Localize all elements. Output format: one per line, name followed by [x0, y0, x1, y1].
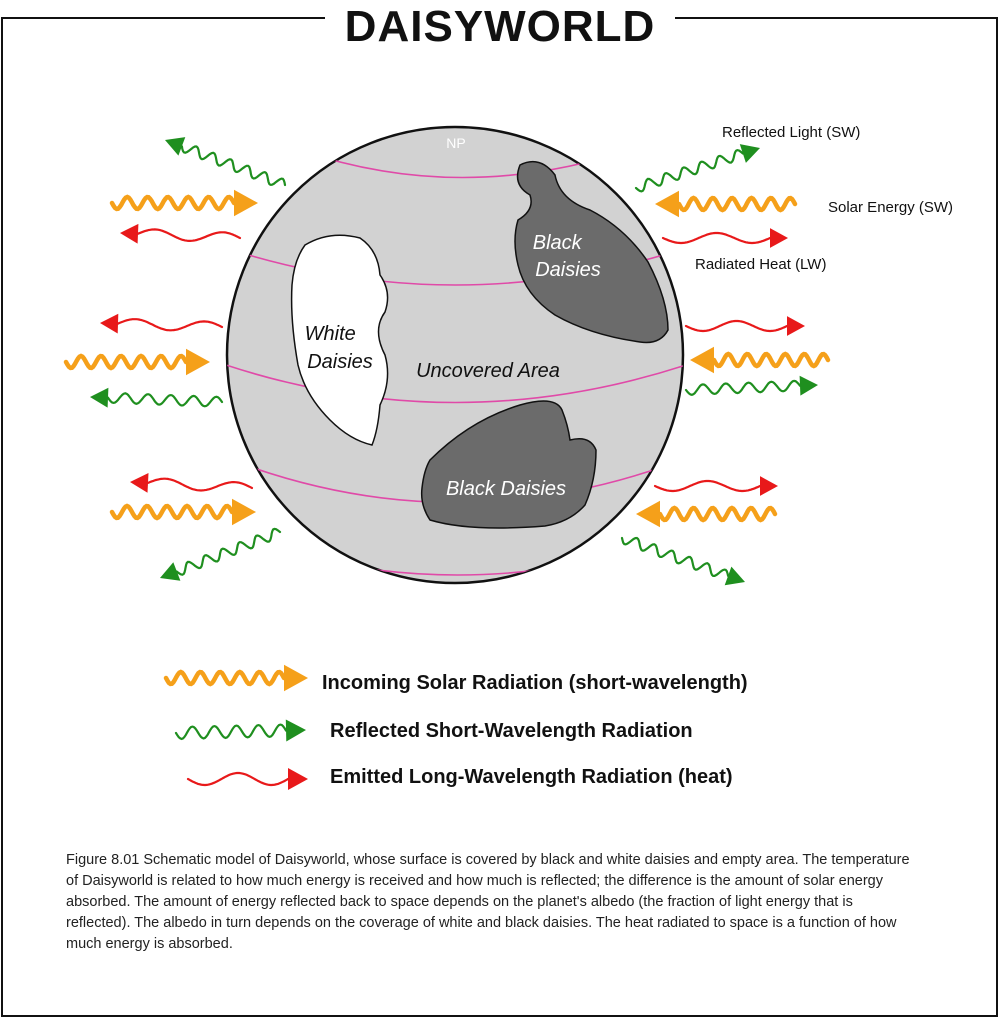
pole-label: NP — [446, 135, 465, 151]
legend-emitted-label: Emitted Long-Wavelength Radiation (heat) — [330, 766, 733, 788]
white-daisies-line2: Daisies — [307, 351, 373, 373]
heat-arrow-left-3 — [130, 473, 254, 493]
black-daisies-upper-line1: Black — [533, 232, 583, 254]
reflected-arrow-left-top — [165, 137, 287, 187]
reflected-light-label: Reflected Light (SW) — [722, 124, 860, 141]
figure-caption: Figure 8.01 Schematic model of Daisyworl… — [66, 852, 910, 952]
white-daisies-line1: White — [305, 323, 356, 345]
white-daisies-patch — [290, 234, 389, 446]
uncovered-area-label: Uncovered Area — [416, 360, 560, 382]
legend-incoming-arrow — [163, 664, 308, 692]
heat-arrow-left-2 — [100, 313, 224, 334]
title-text: DAISYWORLD — [324, 2, 676, 51]
heat-arrow-right-2 — [684, 316, 805, 336]
globe: NP Black Daisies White Daisies Uncovered… — [225, 125, 685, 585]
radiation-arrows — [63, 137, 831, 586]
legend-emitted-arrow — [186, 768, 308, 790]
reflected-arrow-left-bottom — [160, 527, 282, 581]
solar-arrow-left-1 — [109, 189, 258, 217]
legend-reflected-arrow — [174, 719, 306, 742]
page-title: DAISYWORLD — [0, 2, 1000, 52]
black-daisies-upper-label: Black Daisies — [533, 232, 601, 281]
solar-arrow-left-3 — [109, 498, 256, 526]
reflected-arrow-right-2 — [684, 375, 818, 396]
legend-incoming-label: Incoming Solar Radiation (short-waveleng… — [322, 672, 748, 694]
solar-arrow-left-2 — [63, 348, 210, 376]
heat-arrow-right-1 — [661, 228, 788, 248]
black-daisies-upper-line2: Daisies — [535, 259, 601, 281]
black-daisies-lower-patch — [420, 400, 597, 529]
reflected-arrow-right-top — [634, 144, 760, 193]
solar-arrow-right-1 — [655, 190, 798, 218]
legend-reflected-label: Reflected Short-Wavelength Radiation — [330, 720, 693, 742]
black-daisies-upper-patch — [514, 160, 669, 344]
heat-arrow-right-3 — [653, 476, 778, 496]
legend — [163, 664, 308, 790]
white-daisies-label: White Daisies — [305, 323, 373, 373]
radiated-heat-label: Radiated Heat (LW) — [695, 256, 826, 273]
black-daisies-lower-label: Black Daisies — [446, 478, 566, 500]
reflected-arrow-right-bottom — [620, 536, 745, 586]
solar-arrow-right-3 — [636, 500, 778, 528]
solar-energy-label: Solar Energy (SW) — [828, 199, 953, 216]
solar-arrow-right-2 — [690, 346, 831, 374]
reflected-arrow-left-2 — [90, 387, 224, 408]
heat-arrow-left-1 — [120, 223, 242, 244]
